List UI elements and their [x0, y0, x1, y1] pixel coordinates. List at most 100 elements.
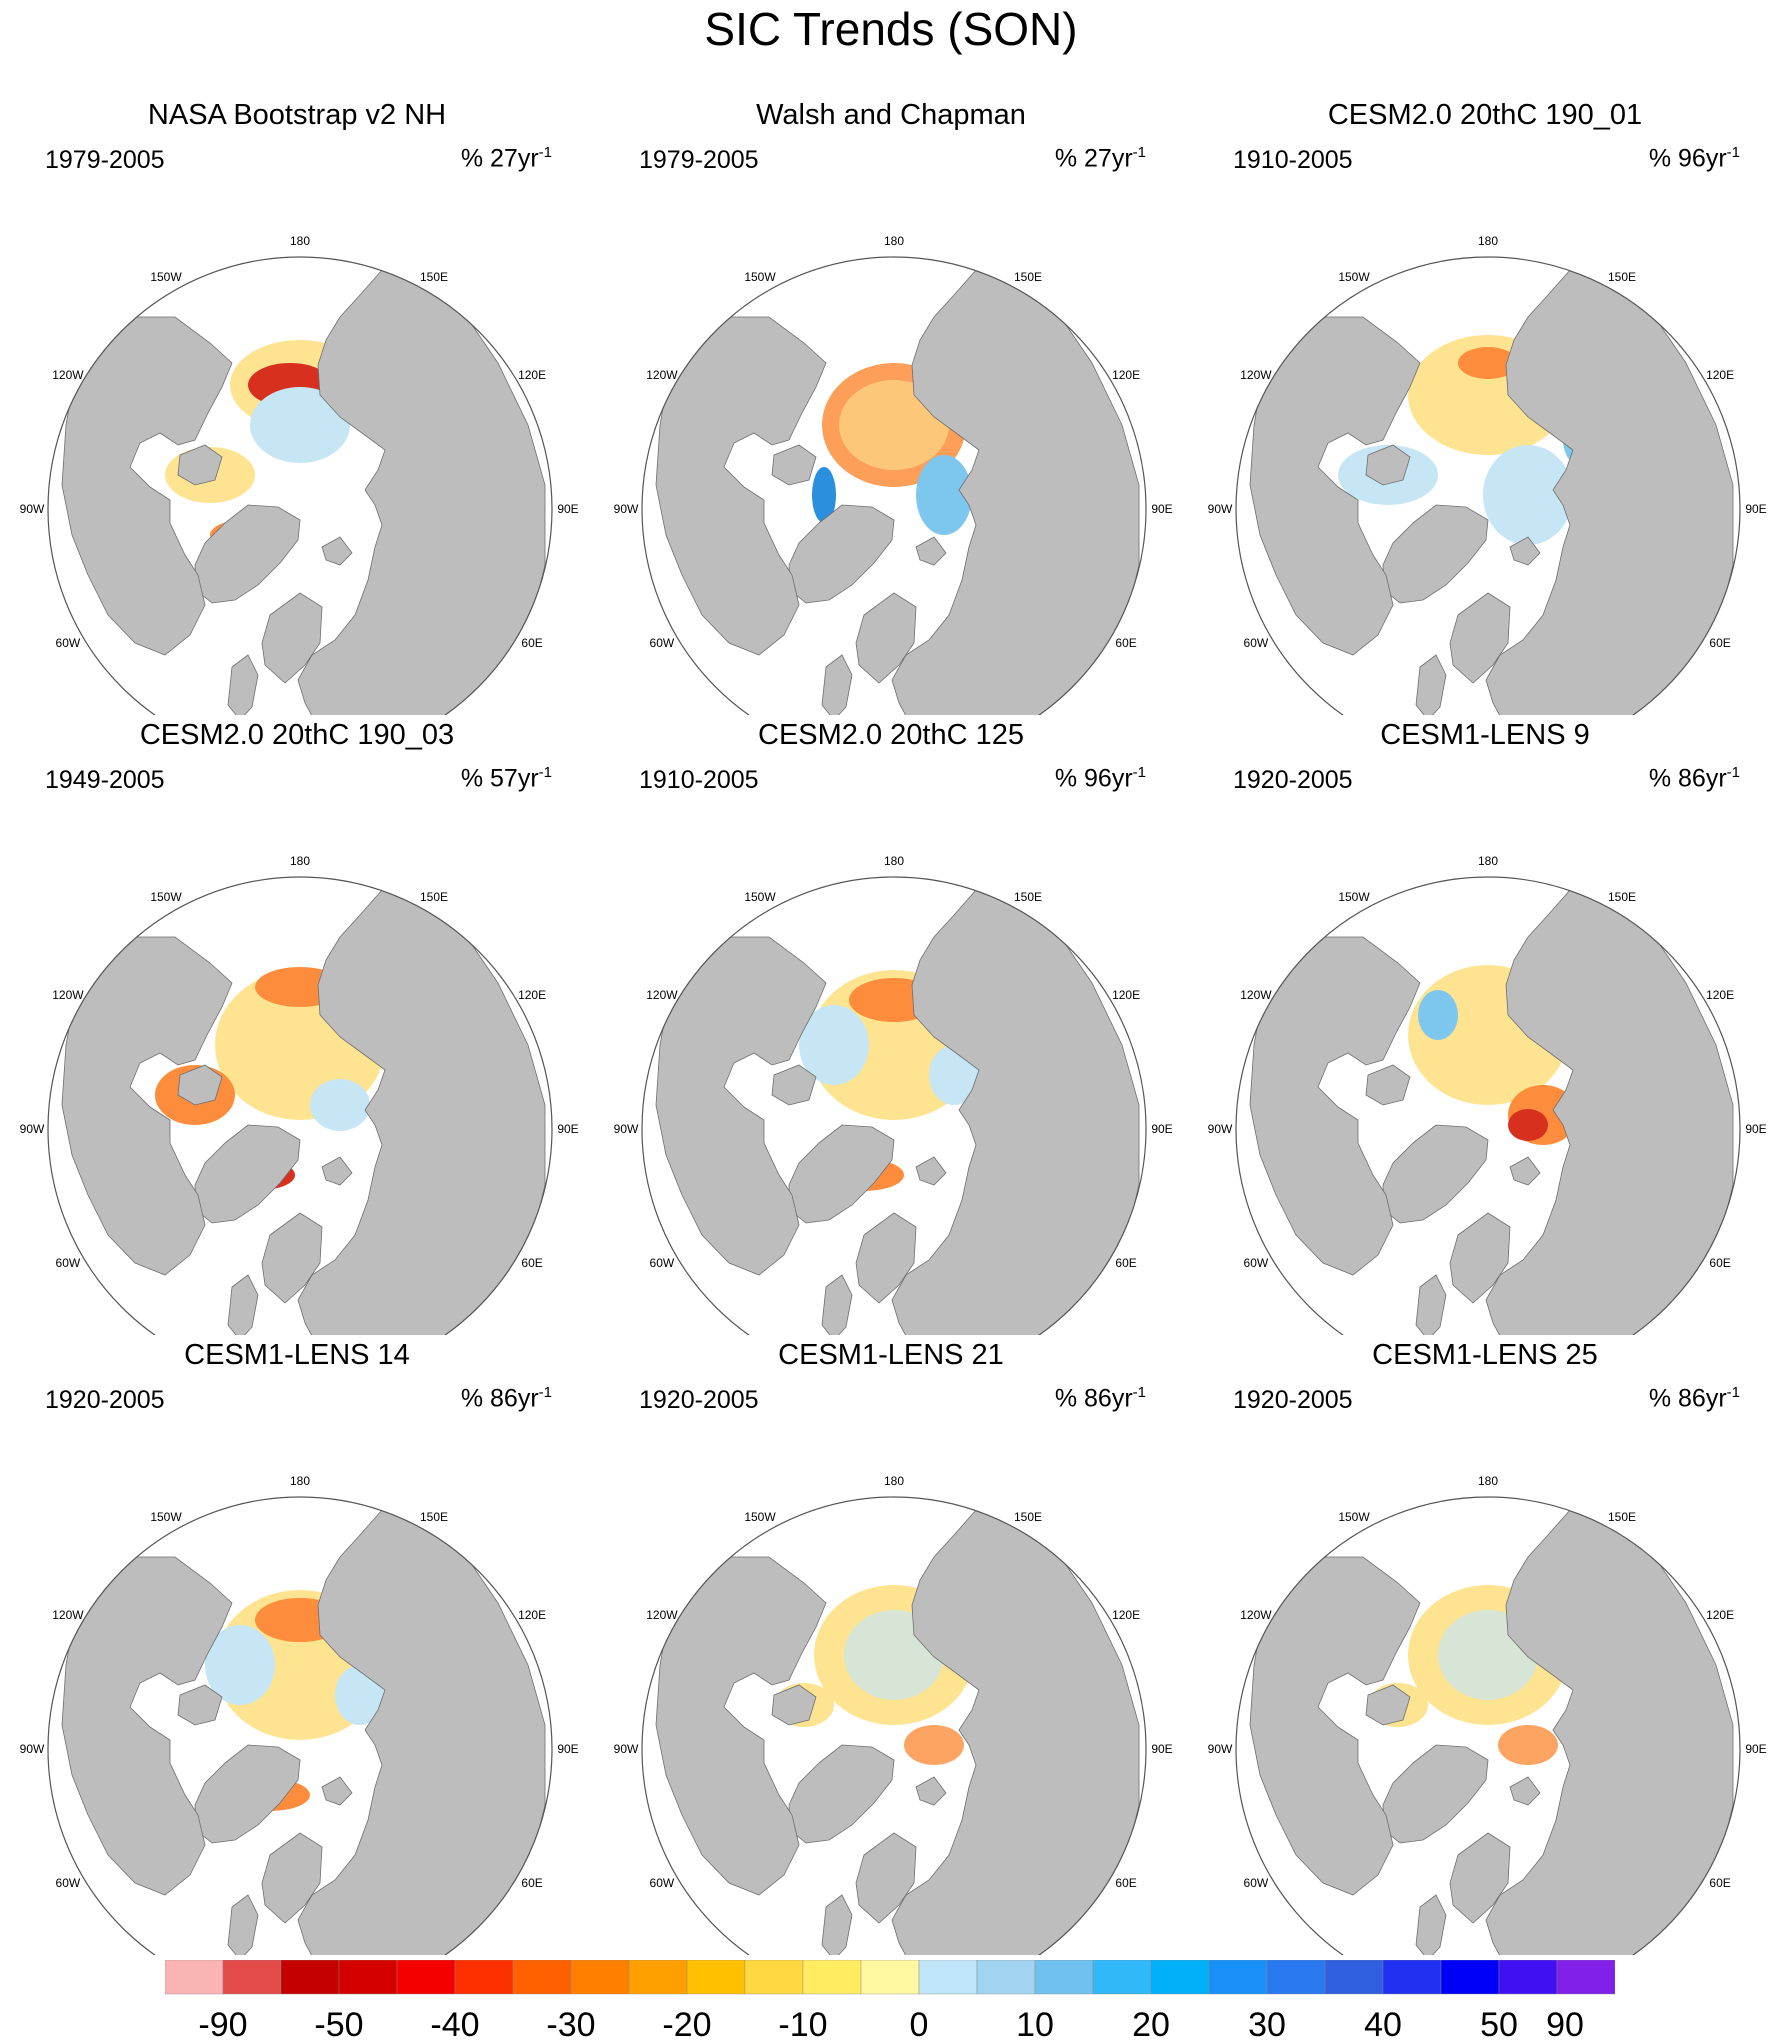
colorbar-label: -30: [546, 2006, 595, 2043]
map-boundary: [641, 1496, 1147, 1955]
longitude-label: 180: [290, 1474, 310, 1488]
colorbar-label: 30: [1248, 2006, 1286, 2043]
colorbar-bin: [1498, 1960, 1558, 1995]
units-text: % 86yr: [1648, 1384, 1727, 1413]
colorbar-label: -50: [314, 2006, 363, 2043]
panel-title: CESM1-LENS 21: [778, 1339, 1004, 1371]
longitude-label: 60W: [56, 1256, 81, 1270]
colorbar-bin: [1440, 1960, 1500, 1995]
colorbar-bin: [222, 1960, 282, 1995]
land-svalbard: [915, 1156, 947, 1186]
period-label: 1920-2005: [1233, 1386, 1353, 1414]
longitude-label: 120W: [646, 1608, 678, 1622]
longitude-label: 60E: [1115, 1876, 1136, 1890]
longitude-label: 150W: [744, 270, 776, 284]
trend-region: [799, 1005, 869, 1085]
land-scandinavia: [1449, 592, 1511, 684]
colorbar-label: -10: [778, 2006, 827, 2043]
land-north-america: [1249, 936, 1421, 1276]
units-exponent: -1: [538, 1384, 552, 1401]
longitude-label: 150W: [744, 890, 776, 904]
land-north-america: [655, 316, 827, 656]
colorbar-bin: [454, 1960, 514, 1995]
colorbar-bin: [1034, 1960, 1094, 1995]
longitude-label: 90W: [1208, 1742, 1233, 1756]
longitude-label: 150W: [1338, 1510, 1370, 1524]
units-exponent: -1: [1132, 1384, 1146, 1401]
longitude-label: 60W: [1244, 1256, 1269, 1270]
colorbar-label: 20: [1132, 2006, 1170, 2043]
colorbar-bin: [976, 1960, 1036, 1995]
colorbar-bin: [570, 1960, 630, 1995]
land-svalbard: [321, 1776, 353, 1806]
longitude-label: 150E: [420, 270, 448, 284]
map-boundary: [641, 876, 1147, 1335]
longitude-label: 150E: [1014, 270, 1042, 284]
units-text: % 96yr: [1054, 764, 1133, 793]
longitude-label: 120E: [518, 988, 546, 1002]
longitude-label: 150W: [744, 1510, 776, 1524]
longitude-label: 60E: [521, 1876, 542, 1890]
units-text: % 86yr: [1648, 764, 1727, 793]
longitude-label: 90W: [20, 502, 45, 516]
land-north-america: [61, 316, 233, 656]
colorbar-label: -20: [662, 2006, 711, 2043]
longitude-label: 90E: [1151, 1742, 1172, 1756]
longitude-label: 90E: [557, 1122, 578, 1136]
longitude-label: 180: [884, 854, 904, 868]
land-uk: [227, 1274, 259, 1335]
period-label: 1920-2005: [639, 1386, 759, 1414]
land-greenland: [788, 1124, 895, 1224]
units-exponent: -1: [538, 144, 552, 161]
colorbar-label: -40: [430, 2006, 479, 2043]
longitude-label: 120E: [518, 1608, 546, 1622]
units-exponent: -1: [538, 764, 552, 781]
land-svalbard: [1509, 1776, 1541, 1806]
longitude-label: 120E: [1112, 368, 1140, 382]
units-exponent: -1: [1726, 144, 1740, 161]
map-boundary: [641, 256, 1147, 715]
period-label: 1949-2005: [45, 766, 165, 794]
colorbar-bin: [1382, 1960, 1442, 1995]
longitude-label: 90E: [557, 502, 578, 516]
period-label: 1979-2005: [639, 146, 759, 174]
land-uk: [1415, 654, 1447, 715]
longitude-label: 60E: [1115, 1256, 1136, 1270]
colorbar-label: -90: [198, 2006, 247, 2043]
units-text: % 27yr: [460, 144, 539, 173]
units-exponent: -1: [1726, 1384, 1740, 1401]
longitude-label: 150E: [420, 890, 448, 904]
land-greenland: [1382, 504, 1489, 604]
period-label: 1920-2005: [45, 1386, 165, 1414]
longitude-label: 150E: [1608, 890, 1636, 904]
map-panel: 180150E120E90E60E30E030W60W90W120W150WCE…: [1188, 1335, 1782, 1955]
units-label: % 57yr-1: [461, 758, 552, 793]
colorbar: -90 -50 -40 -30 -20 -10 0 10 20 30 40 50 90: [165, 1960, 1615, 2043]
land-svalbard: [915, 1776, 947, 1806]
longitude-label: 60E: [521, 636, 542, 650]
units-text: % 57yr: [460, 764, 539, 793]
longitude-label: 90W: [1208, 502, 1233, 516]
colorbar-bin: [512, 1960, 572, 1995]
trend-region: [1458, 347, 1518, 379]
colorbar-bin: [1092, 1960, 1152, 1995]
longitude-label: 90E: [1151, 502, 1172, 516]
trend-region: [916, 455, 972, 535]
longitude-label: 180: [884, 1474, 904, 1488]
units-label: % 86yr-1: [1649, 758, 1740, 793]
land-north-america: [61, 936, 233, 1276]
polar-map: 180150E120E90E60E30E030W60W90W120W150W: [1208, 854, 1767, 1335]
colorbar-bin: [628, 1960, 688, 1995]
longitude-label: 120E: [1706, 1608, 1734, 1622]
colorbar-label: 10: [1016, 2006, 1054, 2043]
units-text: % 96yr: [1648, 144, 1727, 173]
land-archipelago: [771, 1684, 817, 1726]
land-svalbard: [1509, 536, 1541, 566]
period-label: 1910-2005: [639, 766, 759, 794]
colorbar-bin: [1324, 1960, 1384, 1995]
longitude-label: 120E: [518, 368, 546, 382]
map-boundary: [47, 876, 553, 1335]
longitude-label: 150W: [150, 890, 182, 904]
units-label: % 86yr-1: [461, 1378, 552, 1413]
colorbar-bin: [744, 1960, 804, 1995]
